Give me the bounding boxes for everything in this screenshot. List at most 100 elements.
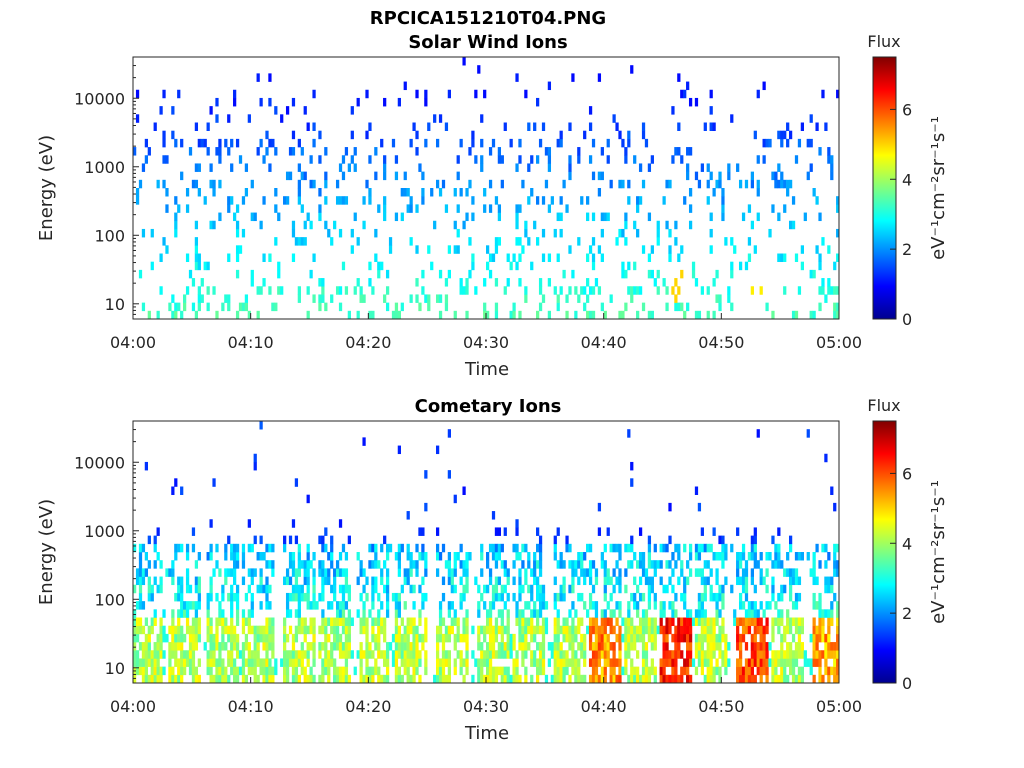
heatmap-cell xyxy=(683,625,687,635)
heatmap-cell xyxy=(183,666,187,676)
heatmap-cell xyxy=(588,543,593,553)
heatmap-cell xyxy=(712,592,716,602)
heatmap-cell xyxy=(253,461,257,471)
heatmap-cell xyxy=(197,302,201,312)
heatmap-cell xyxy=(809,568,813,577)
heatmap-cell xyxy=(285,666,290,676)
heatmap-cell xyxy=(397,552,401,561)
heatmap-cell xyxy=(374,552,378,561)
heatmap-cell xyxy=(612,543,616,553)
heatmap-cell xyxy=(715,576,719,586)
heatmap-cell xyxy=(715,666,719,676)
heatmap-cell xyxy=(274,188,278,197)
heatmap-cell xyxy=(194,609,199,618)
heatmap-cell xyxy=(783,253,787,262)
heatmap-cell xyxy=(559,138,563,148)
heatmap-cell xyxy=(577,674,581,684)
heatmap-cell xyxy=(603,633,607,643)
heatmap-cell xyxy=(483,278,487,287)
heatmap-cell xyxy=(806,429,810,438)
heatmap-cell xyxy=(180,171,184,181)
heatmap-cell xyxy=(562,592,566,602)
heatmap-cell xyxy=(162,89,166,99)
heatmap-cell xyxy=(818,674,822,684)
heatmap-cell xyxy=(271,674,275,684)
heatmap-cell xyxy=(765,625,769,635)
heatmap-cell xyxy=(788,576,793,586)
heatmap-cell xyxy=(180,310,184,320)
heatmap-cell xyxy=(215,617,219,626)
heatmap-cell xyxy=(515,666,519,676)
heatmap-cell xyxy=(753,245,757,254)
heatmap-cell xyxy=(650,245,654,254)
heatmap-cell xyxy=(247,617,251,626)
heatmap-cell xyxy=(377,592,381,602)
heatmap-cell xyxy=(768,138,772,148)
heatmap-cell xyxy=(709,674,713,684)
heatmap-cell xyxy=(459,278,463,287)
heatmap-cell xyxy=(712,674,716,684)
heatmap-cell xyxy=(833,261,837,271)
x-tick-label: 05:00 xyxy=(816,333,862,352)
heatmap-cell xyxy=(812,568,816,577)
heatmap-cell xyxy=(415,658,419,667)
heatmap-cell xyxy=(309,674,313,684)
heatmap-cell xyxy=(665,650,669,659)
heatmap-cell xyxy=(624,269,628,279)
heatmap-cell xyxy=(603,212,607,222)
heatmap-cell xyxy=(227,658,231,667)
heatmap-cell xyxy=(580,642,584,651)
heatmap-cell xyxy=(538,278,543,287)
heatmap-cell xyxy=(524,568,528,577)
heatmap-cell xyxy=(241,625,246,635)
heatmap-cell xyxy=(512,253,516,262)
heatmap-cell xyxy=(697,592,702,602)
heatmap-cell xyxy=(624,220,628,230)
heatmap-cell xyxy=(744,617,749,626)
heatmap-cell xyxy=(571,576,575,586)
heatmap-cell xyxy=(638,592,643,602)
heatmap-cell xyxy=(274,302,278,312)
heatmap-cell xyxy=(524,89,528,99)
heatmap-cell xyxy=(733,609,737,618)
heatmap-cell xyxy=(147,650,151,659)
heatmap-cell xyxy=(677,122,681,131)
heatmap-cell xyxy=(527,196,531,205)
heatmap-cell xyxy=(630,478,634,487)
heatmap-cell xyxy=(559,552,563,561)
heatmap-cell xyxy=(703,617,707,626)
heatmap-cell xyxy=(821,625,825,635)
heatmap-cell xyxy=(453,552,457,561)
heatmap-cell xyxy=(556,666,560,676)
heatmap-cell xyxy=(565,625,569,635)
heatmap-cell xyxy=(165,245,169,254)
heatmap-cell xyxy=(744,642,749,651)
heatmap-cell xyxy=(459,633,463,643)
heatmap-cell xyxy=(177,625,181,635)
heatmap-cell xyxy=(374,228,378,238)
heatmap-cell xyxy=(409,674,413,684)
heatmap-cell xyxy=(721,617,725,626)
heatmap-cell xyxy=(435,658,440,667)
heatmap-cell xyxy=(824,294,828,303)
heatmap-cell xyxy=(797,650,802,659)
heatmap-cell xyxy=(600,666,604,676)
heatmap-cell xyxy=(571,666,575,676)
heatmap-cell xyxy=(771,576,775,586)
heatmap-cell xyxy=(321,609,325,618)
heatmap-cell xyxy=(459,666,463,676)
heatmap-cell xyxy=(283,666,287,676)
heatmap-cell xyxy=(556,212,560,222)
heatmap-cell xyxy=(606,527,610,536)
heatmap-cell xyxy=(756,212,760,222)
heatmap-cell xyxy=(603,310,607,320)
heatmap-cell xyxy=(697,543,702,553)
heatmap-cell xyxy=(488,147,493,156)
heatmap-cell xyxy=(574,674,578,684)
heatmap-cell xyxy=(371,666,375,676)
heatmap-cell xyxy=(480,114,484,123)
heatmap-cell xyxy=(638,576,643,586)
heatmap-cell xyxy=(606,617,610,626)
heatmap-cell xyxy=(556,650,560,659)
heatmap-cell xyxy=(180,584,184,594)
